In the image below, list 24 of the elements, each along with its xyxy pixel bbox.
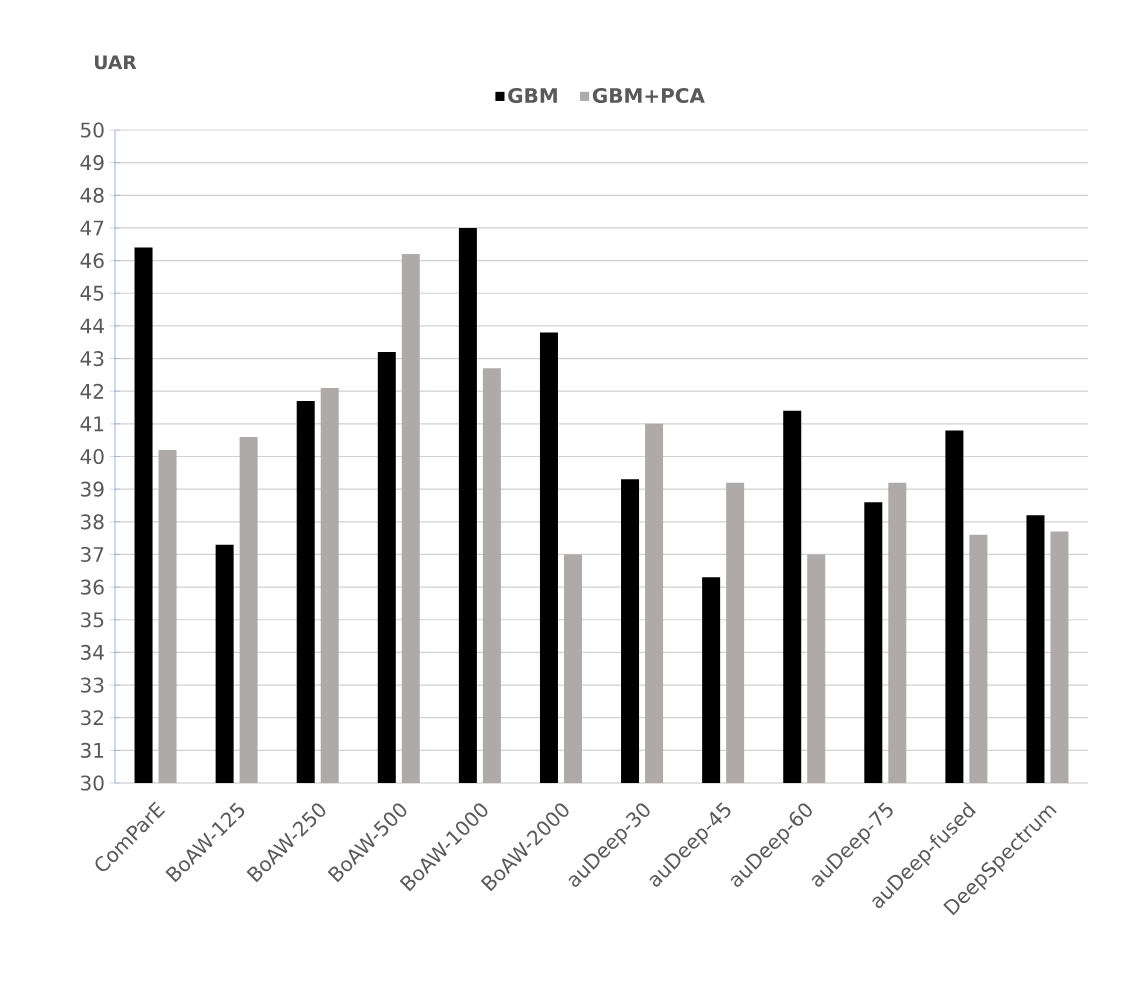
y-tick-label: 43 <box>80 350 104 367</box>
legend-label: GBM <box>508 87 557 104</box>
y-tick-label: 46 <box>80 253 104 269</box>
y-tick-label: 47 <box>80 220 104 236</box>
y-tick-label: 42 <box>80 383 103 399</box>
y-tick-label: 39 <box>81 481 104 497</box>
y-tick-label: 33 <box>81 677 104 693</box>
y-tick-label: 32 <box>81 710 103 726</box>
y-tick-label: 30 <box>81 775 104 791</box>
y-tick-label: 35 <box>81 612 104 628</box>
y-tick-label: 31 <box>81 742 104 758</box>
y-tick-label: 41 <box>80 416 104 432</box>
y-tick-label: 49 <box>80 155 104 171</box>
y-tick-label: 48 <box>80 187 104 203</box>
y-tick-label: 38 <box>81 514 104 530</box>
y-tick-label: 44 <box>80 318 104 334</box>
y-tick-label: 40 <box>80 448 104 465</box>
y-axis-title: UAR <box>95 55 137 70</box>
y-tick-label: 36 <box>81 579 104 595</box>
y-tick-label: 50 <box>81 122 104 138</box>
y-tick-label: 34 <box>81 644 104 660</box>
y-tick-label: 45 <box>80 285 104 301</box>
y-tick-label: 37 <box>81 546 104 563</box>
legend-label: GBM+PCA <box>592 87 705 104</box>
